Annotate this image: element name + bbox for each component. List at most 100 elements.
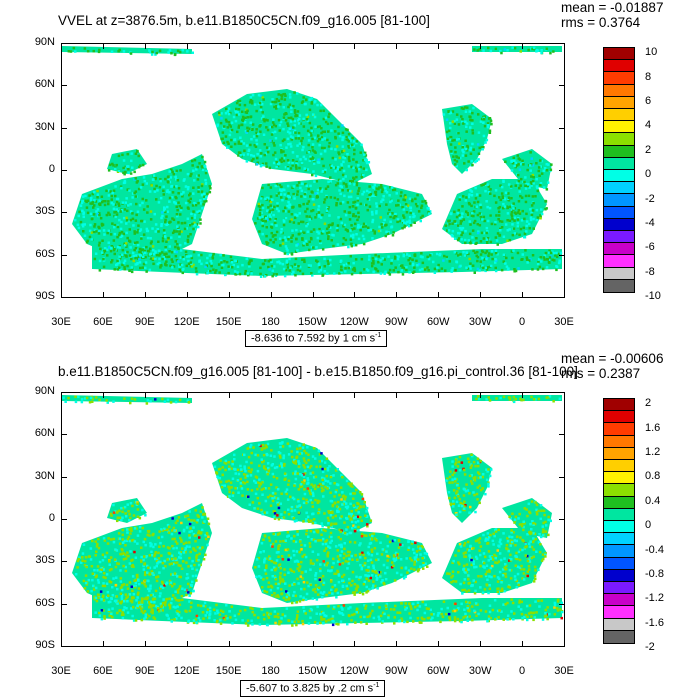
panel2-lon-tick: [102, 392, 104, 398]
panel2-colorbar-label: 0.8: [645, 470, 661, 483]
panel2-mean: mean = -0.00606: [561, 351, 664, 366]
panel2-colorbar-label: 0.4: [645, 494, 661, 507]
panel2-lat-tick: [559, 603, 565, 605]
panel1-colorbar-box: [603, 120, 635, 134]
panel2-lat-tick: [559, 476, 565, 478]
panel2-colorbar-label: 0: [645, 519, 652, 532]
panel1-contour-range: -8.636 to 7.592 by 1 cm s-1: [245, 330, 388, 347]
panel2-colorbar-label: 1.6: [645, 421, 661, 434]
panel1-lon-tick: [354, 43, 356, 49]
panel1-colorbar-box: [603, 108, 635, 122]
panel2-colorbar-label: -0.4: [645, 543, 664, 556]
panel1-lon-tick: [396, 43, 398, 49]
panel1-colorbar-box: [603, 144, 635, 158]
panel2-colorbar-box: [603, 507, 635, 521]
panel1-lat-label: 60S: [35, 247, 55, 260]
panel1-colorbar-label: -4: [645, 217, 655, 229]
panel1-colorbar-box: [603, 205, 635, 219]
panel2-lat-label: 60S: [35, 596, 55, 609]
panel1-lon-label: 30E: [554, 316, 574, 328]
panel2-lon-label: 30E: [554, 665, 574, 677]
panel1-lat-tick: [61, 43, 67, 44]
panel2-colorbar-label: -0.8: [645, 568, 664, 580]
panel1-colorbar-label: -6: [645, 241, 655, 254]
panel1-colorbar-box: [603, 156, 635, 170]
panel1-lon-tick: [396, 292, 398, 298]
panel2-lon-tick: [564, 392, 565, 398]
panel2-lat-label: 30N: [34, 469, 55, 482]
panel1-colorbar-label: 8: [645, 70, 652, 83]
panel1-lon-tick: [186, 43, 188, 49]
panel1-lat-tick: [61, 254, 67, 256]
panel1-colorbar-box: [603, 169, 635, 183]
panel1-colorbar-label: 10: [645, 46, 658, 59]
panel1-lon-tick: [144, 292, 146, 298]
panel1-title: VVEL at z=3876.5m, b.e11.B1850C5CN.f09_g…: [58, 13, 430, 28]
panel2-lon-tick: [354, 392, 356, 398]
panel2-lon-tick: [186, 641, 188, 647]
panel2-colorbar-box: [603, 520, 635, 534]
panel2-map: [61, 392, 565, 647]
panel1-colorbar-label: -2: [645, 192, 655, 205]
panel2-lat-label: 0: [48, 512, 55, 524]
panel1-lon-tick: [186, 292, 188, 298]
panel2-colorbar-label: -2: [645, 641, 655, 654]
panel1-lon-tick: [438, 292, 440, 298]
panel2-lat-label: 30S: [35, 554, 55, 567]
panel2-lon-tick: [228, 641, 230, 647]
panel2-lon-label: 30E: [51, 665, 71, 677]
panel1-colorbar-box: [603, 71, 635, 85]
panel2-lon-label: 180: [261, 665, 280, 677]
panel1-lon-tick: [144, 43, 146, 49]
panel2-lon-tick: [480, 392, 482, 398]
panel1-colorbar-label: -10: [645, 290, 661, 303]
panel2-lon-tick: [144, 641, 146, 647]
panel1-lat-label: 30N: [34, 120, 55, 133]
panel1-lon-tick: [61, 292, 62, 298]
panel2-lon-tick: [480, 641, 482, 647]
panel1-lat-tick: [559, 170, 565, 171]
panel2-lon-tick: [522, 392, 524, 398]
panel1-colorbar-label: 0: [645, 168, 652, 181]
panel2-colorbar-box: [603, 532, 635, 546]
panel1-lon-tick: [312, 43, 314, 49]
panel2-lon-tick: [312, 392, 314, 398]
panel2-lon-tick: [522, 641, 524, 647]
panel1-colorbar-label: 6: [645, 95, 652, 107]
panel1-lon-label: 30E: [51, 316, 71, 328]
panel1-lon-tick: [270, 43, 272, 49]
panel1-lat-label: 90N: [34, 36, 55, 48]
panel2-lon-label: 60E: [93, 665, 113, 677]
panel1-lon-label: 150W: [298, 316, 327, 328]
panel2-lat-tick: [61, 561, 67, 563]
panel1-lon-label: 150E: [215, 316, 242, 328]
panel2-lon-tick: [396, 641, 398, 647]
panel1-colorbar-box: [603, 132, 635, 146]
panel2-lon-tick: [270, 392, 272, 398]
panel2-colorbar-box: [603, 398, 635, 412]
panel2-lat-tick: [559, 561, 565, 563]
panel1-lon-tick: [354, 292, 356, 298]
panel2-colorbar-box: [603, 471, 635, 485]
panel1-lon-label: 120W: [340, 316, 369, 328]
panel2-lat-label: 90S: [35, 639, 55, 651]
panel1-lat-tick: [559, 297, 565, 298]
panel1-lat-tick: [559, 254, 565, 256]
panel1-lon-tick: [102, 43, 104, 49]
panel2-lon-tick: [144, 392, 146, 398]
panel1-lon-tick: [312, 292, 314, 298]
panel2-lat-label: 90N: [34, 385, 55, 397]
panel1-lat-tick: [61, 170, 67, 171]
panel2-title: b.e11.B1850C5CN.f09_g16.005 [81-100] - b…: [58, 364, 578, 379]
panel1-lon-tick: [228, 292, 230, 298]
panel1-lon-label: 120E: [173, 316, 200, 328]
panel2-lon-tick: [228, 392, 230, 398]
panel2-colorbar-box: [603, 581, 635, 595]
panel2-colorbar-box: [603, 544, 635, 558]
panel2-colorbar-box: [603, 410, 635, 424]
panel1-lat-label: 90S: [35, 290, 55, 302]
panel2-colorbar-label: -1.6: [645, 616, 664, 629]
panel1-lon-label: 180: [261, 316, 280, 328]
panel1-lon-tick: [564, 292, 565, 298]
panel1-lat-tick: [61, 212, 67, 214]
